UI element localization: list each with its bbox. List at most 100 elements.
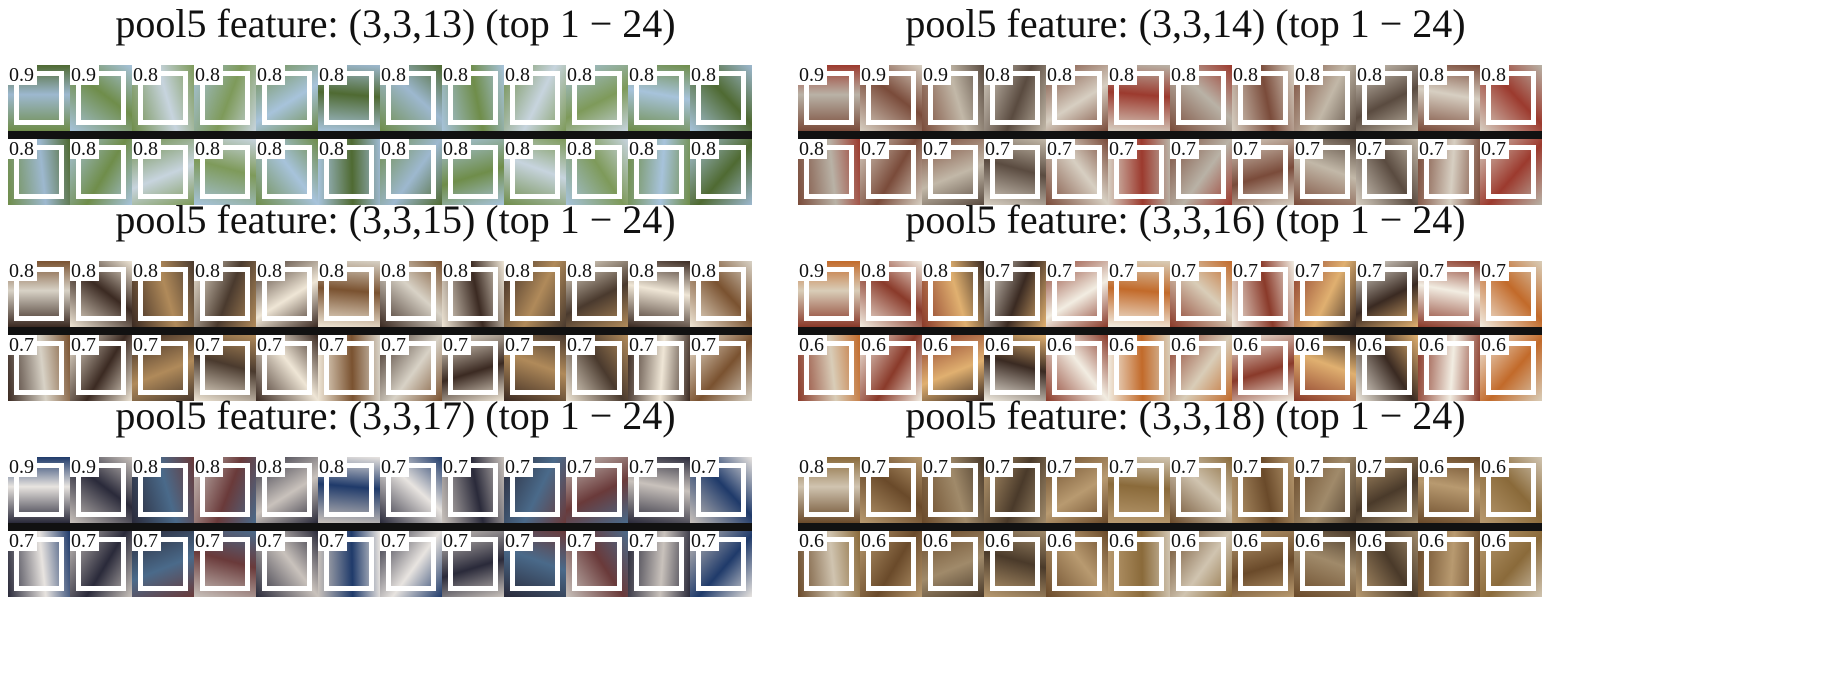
activation-score: 0.7 (628, 335, 657, 355)
receptive-field-box (1486, 463, 1536, 517)
tile-2: 0.8 (860, 261, 922, 327)
receptive-field-box (866, 463, 916, 517)
activation-score: 0.8 (132, 139, 161, 159)
activation-score: 0.6 (1232, 531, 1261, 551)
activation-score: 0.8 (628, 65, 657, 85)
tile-7: 0.8 (380, 261, 442, 327)
tile-7: 0.7 (1170, 261, 1232, 327)
receptive-field-box (1424, 71, 1474, 125)
receptive-field-box (1486, 145, 1536, 199)
activation-score: 0.7 (442, 531, 471, 551)
tile-14: 0.6 (860, 335, 922, 401)
tile-19: 0.8 (380, 139, 442, 205)
panel-title: pool5 feature: (3,3,14) (top 1 − 24) (905, 1, 1466, 46)
receptive-field-box (1176, 341, 1226, 395)
activation-score: 0.7 (984, 139, 1013, 159)
tile-13: 0.6 (798, 335, 860, 401)
receptive-field-box (324, 267, 374, 321)
receptive-field-box (572, 537, 622, 591)
receptive-field-box (324, 341, 374, 395)
activation-score: 0.8 (318, 65, 347, 85)
tile-6: 0.7 (1108, 261, 1170, 327)
activation-score: 0.8 (256, 139, 285, 159)
tile-5: 0.7 (1046, 261, 1108, 327)
tile-12: 0.8 (1480, 65, 1542, 131)
tile-20: 0.7 (1232, 139, 1294, 205)
tile-8: 0.7 (1232, 457, 1294, 523)
tile-11: 0.6 (1418, 457, 1480, 523)
activation-score: 0.7 (1046, 457, 1075, 477)
activation-score: 0.6 (1356, 335, 1385, 355)
activation-score: 0.8 (566, 261, 595, 281)
tile-23: 0.8 (628, 139, 690, 205)
tile-3: 0.8 (922, 261, 984, 327)
activation-score: 0.9 (70, 65, 99, 85)
activation-score: 0.7 (922, 457, 951, 477)
receptive-field-box (448, 71, 498, 125)
activation-score: 0.7 (1108, 139, 1137, 159)
tile-22: 0.6 (1356, 335, 1418, 401)
tile-4: 0.8 (194, 457, 256, 523)
tile-12: 0.8 (690, 65, 752, 131)
receptive-field-box (324, 145, 374, 199)
activation-score: 0.6 (1294, 335, 1323, 355)
activation-score: 0.8 (1480, 65, 1509, 85)
receptive-field-box (76, 463, 126, 517)
receptive-field-box (76, 341, 126, 395)
tile-3: 0.8 (132, 261, 194, 327)
receptive-field-box (386, 537, 436, 591)
tile-7: 0.8 (380, 65, 442, 131)
receptive-field-box (804, 537, 854, 591)
tile-23: 0.6 (1418, 335, 1480, 401)
tile-18: 0.6 (1108, 531, 1170, 597)
receptive-field-box (1486, 267, 1536, 321)
activation-score: 0.8 (566, 65, 595, 85)
activation-score: 0.8 (8, 261, 37, 281)
tile-7: 0.7 (380, 457, 442, 523)
receptive-field-box (1300, 341, 1350, 395)
activation-score: 0.7 (1046, 139, 1075, 159)
tile-11: 0.8 (1418, 65, 1480, 131)
receptive-field-box (1362, 341, 1412, 395)
tile-1: 0.9 (798, 65, 860, 131)
activation-score: 0.8 (922, 261, 951, 281)
receptive-field-box (696, 341, 746, 395)
activation-score: 0.8 (504, 139, 533, 159)
tile-4: 0.7 (984, 261, 1046, 327)
activation-score: 0.6 (1046, 531, 1075, 551)
tile-6: 0.8 (318, 457, 380, 523)
activation-score: 0.6 (1480, 457, 1509, 477)
receptive-field-box (696, 267, 746, 321)
tile-23: 0.7 (628, 531, 690, 597)
activation-score: 0.9 (860, 65, 889, 85)
activation-score: 0.8 (380, 261, 409, 281)
activation-score: 0.6 (984, 531, 1013, 551)
receptive-field-box (262, 71, 312, 125)
activation-score: 0.7 (132, 335, 161, 355)
tile-9: 0.8 (1294, 65, 1356, 131)
activation-score: 0.7 (1294, 261, 1323, 281)
receptive-field-box (262, 341, 312, 395)
tile-7: 0.8 (1170, 65, 1232, 131)
receptive-field-box (386, 341, 436, 395)
activation-score: 0.8 (566, 139, 595, 159)
receptive-field-box (510, 71, 560, 125)
tile-17: 0.7 (1046, 139, 1108, 205)
tile-16: 0.7 (984, 139, 1046, 205)
activation-score: 0.7 (1108, 261, 1137, 281)
receptive-field-box (696, 463, 746, 517)
tile-1: 0.9 (8, 65, 70, 131)
tile-11: 0.8 (628, 65, 690, 131)
tile-14: 0.7 (860, 139, 922, 205)
tile-22: 0.8 (566, 139, 628, 205)
activation-score: 0.7 (256, 531, 285, 551)
receptive-field-box (510, 341, 560, 395)
receptive-field-box (634, 71, 684, 125)
panel-title: pool5 feature: (3,3,16) (top 1 − 24) (905, 197, 1466, 242)
tile-21: 0.7 (1294, 139, 1356, 205)
receptive-field-box (928, 463, 978, 517)
tile-15: 0.8 (132, 139, 194, 205)
activation-score: 0.8 (256, 261, 285, 281)
receptive-field-box (510, 537, 560, 591)
